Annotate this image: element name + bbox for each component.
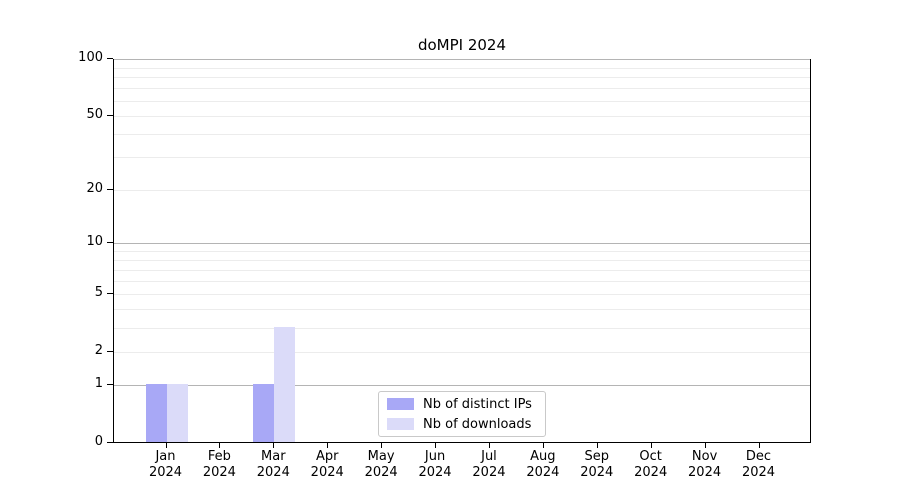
x-tick: [327, 443, 329, 448]
bar-distinct-ips: [253, 384, 274, 442]
y-tick: [107, 350, 113, 352]
gridline-major: [114, 59, 810, 60]
x-tick-label: Aug 2024: [526, 449, 560, 480]
x-tick-label: Apr 2024: [310, 449, 344, 480]
gridline-minor: [114, 67, 810, 69]
y-tick-label: 1: [94, 376, 103, 392]
x-tick: [488, 443, 490, 448]
gridline-minor: [114, 309, 810, 311]
bar-downloads: [167, 384, 188, 442]
y-tick: [107, 114, 113, 116]
gridline-minor: [114, 100, 810, 102]
bar-distinct-ips: [146, 384, 167, 442]
y-tick: [107, 442, 113, 443]
legend-label-distinct-ips: Nb of distinct IPs: [423, 396, 532, 412]
x-tick-label: May 2024: [364, 449, 398, 480]
gridline-major: [114, 243, 810, 245]
legend-item-downloads: Nb of downloads: [387, 416, 537, 432]
y-tick-label: 50: [86, 106, 103, 122]
bar-downloads: [274, 327, 295, 442]
y-tick-label: 20: [86, 180, 103, 196]
gridline-minor: [114, 134, 810, 135]
y-tick: [107, 242, 113, 244]
x-tick-label: Jan 2024: [148, 449, 183, 480]
gridline-minor: [114, 115, 810, 117]
x-tick: [273, 443, 275, 448]
x-tick: [542, 443, 544, 448]
gridline-minor: [114, 251, 810, 253]
x-tick: [381, 443, 383, 448]
y-tick: [107, 292, 113, 294]
gridline-minor: [114, 88, 810, 90]
gridline-major: [114, 385, 810, 387]
y-tick: [107, 384, 113, 386]
gridline-minor: [114, 327, 810, 329]
gridline-minor: [114, 189, 810, 191]
gridline-minor: [114, 281, 810, 283]
y-tick-label: 0: [94, 434, 103, 449]
x-tick-label: Oct 2024: [634, 449, 668, 480]
chart-title: doMPI 2024: [417, 36, 507, 54]
y-tick: [107, 58, 113, 59]
x-tick-label: Sep 2024: [580, 449, 614, 480]
y-tick-label: 100: [78, 50, 103, 65]
x-tick: [165, 443, 167, 448]
x-tick-label: Feb 2024: [202, 449, 236, 480]
x-tick-label: Jun 2024: [418, 449, 452, 480]
x-tick: [758, 443, 760, 448]
gridline-minor: [114, 269, 810, 271]
y-tick: [107, 188, 113, 190]
legend-item-distinct-ips: Nb of distinct IPs: [387, 396, 537, 412]
x-tick-label: Dec 2024: [741, 449, 776, 480]
x-tick-label: Nov 2024: [688, 449, 722, 480]
y-tick-label: 5: [94, 284, 103, 300]
gridline-minor: [114, 293, 810, 295]
y-tick-label: 2: [94, 342, 103, 358]
gridline-minor: [114, 351, 810, 353]
x-tick: [596, 443, 598, 448]
x-tick-label: Jul 2024: [472, 449, 506, 480]
x-tick-label: Mar 2024: [256, 449, 290, 480]
plot-area: [113, 59, 811, 443]
gridline-minor: [114, 260, 810, 262]
legend-swatch-distinct-ips-icon: [387, 398, 414, 410]
x-tick: [435, 443, 437, 448]
gridline-minor: [114, 77, 810, 79]
legend: Nb of distinct IPs Nb of downloads: [378, 391, 546, 437]
legend-swatch-downloads-icon: [387, 418, 414, 430]
y-tick-label: 10: [86, 234, 103, 250]
x-tick: [650, 443, 652, 448]
legend-label-downloads: Nb of downloads: [423, 416, 532, 432]
x-tick: [219, 443, 221, 448]
gridline-minor: [114, 157, 810, 159]
x-tick: [704, 443, 706, 448]
